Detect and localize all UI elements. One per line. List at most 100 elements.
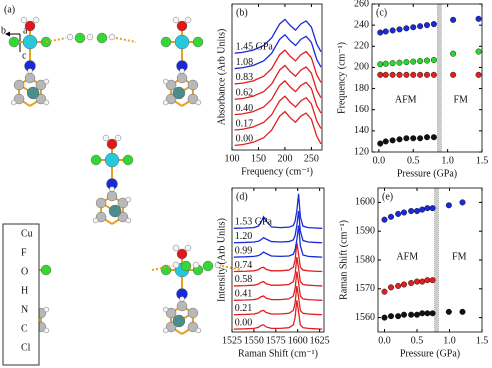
atom	[27, 68, 33, 74]
atom	[180, 260, 192, 272]
axis-letter: a	[23, 25, 28, 36]
x-axis-title: Raman Shift (cm⁻¹)	[238, 348, 318, 359]
legend-label: O	[21, 266, 28, 277]
spectrum-line	[234, 110, 322, 147]
data-point	[429, 277, 436, 284]
bond	[45, 37, 67, 43]
x-axis-title: Pressure (GPa)	[397, 168, 457, 179]
atom	[109, 186, 115, 192]
data-point	[419, 310, 426, 317]
atom	[165, 321, 177, 333]
y-tick-label: 1580	[355, 254, 375, 265]
y-tick-label: 200	[354, 62, 369, 73]
atom	[43, 306, 50, 313]
data-point	[403, 25, 410, 32]
plot-frame	[231, 187, 325, 333]
y-tick-label: 220	[354, 41, 369, 52]
atom	[184, 16, 192, 24]
atom	[172, 314, 186, 328]
y-tick-label: 160	[354, 104, 369, 115]
axis-letter: b	[1, 25, 6, 36]
data-point	[403, 71, 410, 78]
legend-label: F	[21, 247, 27, 258]
legend-label: Cu	[21, 228, 33, 239]
data-point	[377, 71, 384, 78]
data-point	[388, 284, 395, 291]
series-label: 0.21	[235, 303, 253, 314]
atom	[8, 36, 20, 48]
atom	[95, 211, 107, 223]
atom	[176, 72, 188, 84]
atom	[162, 78, 169, 85]
data-point	[382, 60, 389, 67]
x-tick-label: 150	[251, 153, 266, 164]
data-point	[396, 59, 403, 66]
x-tick-label: 1625	[310, 335, 330, 346]
data-point	[424, 277, 431, 284]
atom	[43, 78, 50, 85]
atom	[114, 134, 122, 142]
y-axis-title: Absorbance (Arb Units)	[216, 29, 227, 126]
x-tick-label: 1575	[266, 335, 286, 346]
spectrum-line	[233, 210, 323, 244]
spectrum-line	[233, 225, 323, 258]
data-point	[401, 311, 408, 318]
series-label: 0.62	[236, 88, 254, 99]
spectrum-line	[234, 49, 322, 85]
phase-label: AFM	[395, 94, 417, 105]
atom	[90, 154, 102, 166]
plot-frame	[231, 3, 323, 151]
data-point	[403, 135, 410, 142]
atom	[117, 197, 129, 209]
transition-band	[437, 3, 442, 153]
series-label: 1.53 GPa	[235, 217, 273, 228]
data-point	[414, 311, 421, 318]
data-point	[381, 288, 388, 295]
data-point	[389, 60, 396, 67]
data-point	[395, 313, 402, 320]
atom	[176, 300, 188, 312]
x-tick-label: 200	[277, 153, 292, 164]
data-point	[401, 281, 408, 288]
data-point	[424, 205, 431, 212]
x-tick-label: 1.0	[443, 335, 456, 346]
spectrum-line	[233, 271, 323, 301]
x-tick-label: 1.0	[441, 155, 454, 166]
data-point	[414, 208, 421, 215]
data-point	[417, 71, 424, 78]
atom	[187, 79, 199, 91]
spectrum-line	[233, 257, 323, 287]
y-tick-label: 180	[354, 83, 369, 94]
phase-label: AFM	[396, 251, 418, 262]
y-tick-label: 1560	[355, 312, 375, 323]
data-point	[424, 310, 431, 317]
atom	[176, 20, 188, 32]
data-point	[382, 28, 389, 35]
bond	[115, 37, 137, 43]
data-point	[429, 310, 436, 317]
data-point	[388, 213, 395, 220]
data-point	[419, 206, 426, 213]
data-point	[377, 61, 384, 68]
series-label: 0.58	[235, 274, 253, 285]
y-tick-label: 260	[354, 0, 369, 9]
atom	[106, 190, 118, 202]
spectrum-line	[234, 95, 322, 131]
x-tick-label: 0.5	[411, 335, 424, 346]
panel-label: (b)	[236, 7, 248, 18]
legend-label: C	[21, 323, 28, 334]
atom	[108, 33, 116, 41]
atom	[32, 16, 40, 24]
data-point	[475, 71, 482, 78]
atom	[125, 196, 132, 203]
spectrum-line	[234, 64, 322, 100]
data-point	[396, 26, 403, 33]
atom	[106, 138, 118, 150]
atom	[192, 261, 200, 269]
x-axis-title: Pressure (GPa)	[400, 348, 460, 359]
y-tick-label: 140	[354, 125, 369, 136]
data-point	[430, 71, 437, 78]
data-point	[395, 210, 402, 217]
atom	[162, 306, 169, 313]
atom	[202, 260, 214, 272]
